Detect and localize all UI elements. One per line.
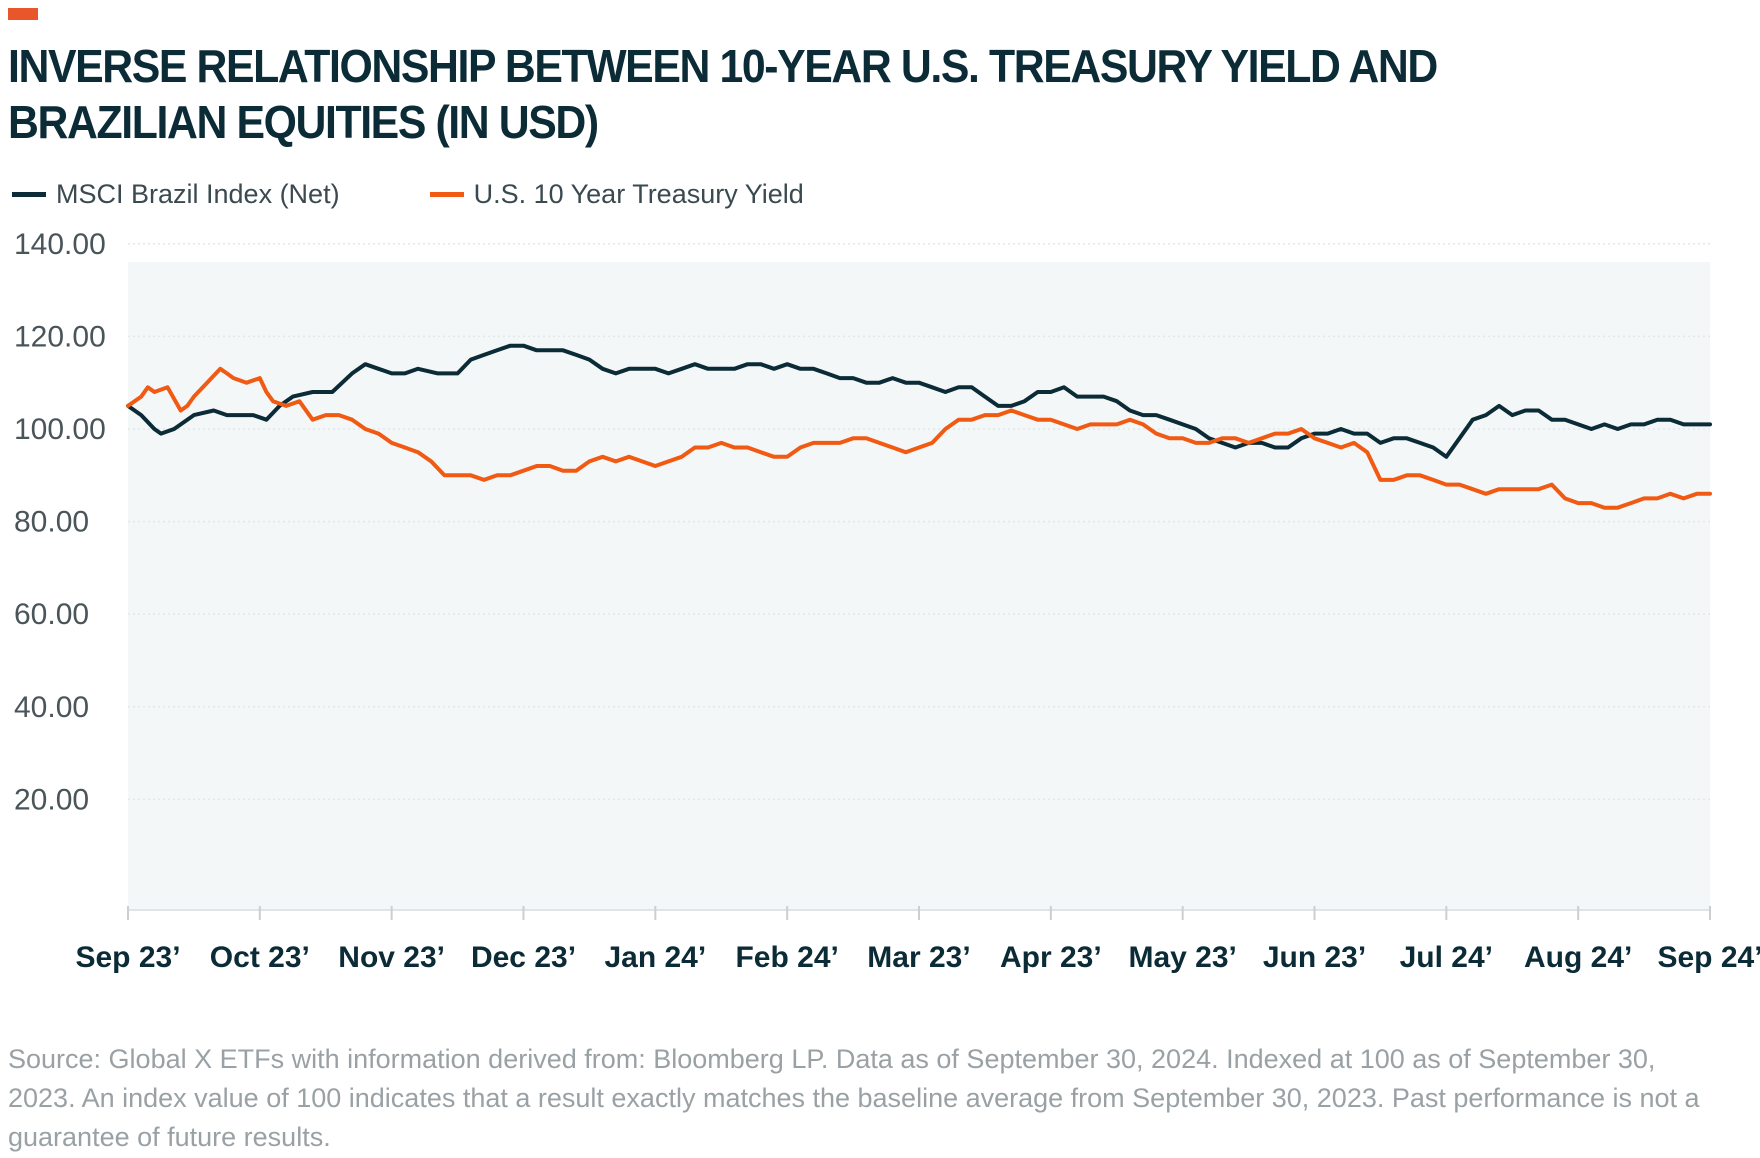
x-tick-label: Nov 23’	[338, 941, 445, 974]
y-tick-label: 140.00	[14, 228, 106, 261]
x-tick-label: Feb 24’	[735, 941, 838, 974]
x-tick-label: Apr 23’	[1000, 941, 1102, 974]
x-tick-label: Sep 23’	[75, 941, 180, 974]
x-tick-label: Dec 23’	[471, 941, 576, 974]
line-chart: 20.00 40.00 60.00 80.00 100.00 120.00 140.00 Se…	[14, 228, 1760, 974]
y-tick-label: 20.00	[14, 783, 89, 816]
legend-item-brazil: MSCI Brazil Index (Net)	[12, 179, 340, 210]
y-tick-label: 100.00	[14, 413, 106, 446]
x-tick-label: Oct 23’	[210, 941, 310, 974]
x-tick-label: May 23’	[1128, 941, 1236, 974]
x-tick-label: Aug 24’	[1524, 941, 1632, 974]
legend-label-brazil: MSCI Brazil Index (Net)	[56, 178, 340, 209]
legend-swatch-treasury	[429, 191, 464, 197]
x-tick-label: Mar 23’	[867, 941, 970, 974]
chart-title: INVERSE RELATIONSHIP BETWEEN 10-YEAR U.S…	[8, 40, 1438, 148]
y-tick-label: 80.00	[14, 506, 89, 539]
y-tick-label: 60.00	[14, 598, 89, 631]
series-line-brazil	[126, 343, 1712, 459]
x-tick-label: Sep 24’	[1657, 941, 1760, 974]
x-tick-label: Jul 24’	[1400, 941, 1493, 974]
legend-swatch-brazil	[12, 191, 46, 197]
legend-label-treasury: U.S. 10 Year Treasury Yield	[473, 178, 804, 209]
legend: MSCI Brazil Index (Net) U.S. 10 Year Tre…	[12, 174, 894, 214]
x-tick-label: Jan 24’	[604, 941, 706, 974]
y-tick-label: 120.00	[14, 320, 106, 353]
source-note: Source: Global X ETFs with information d…	[8, 1044, 1700, 1152]
series-line-treasury	[126, 366, 1712, 510]
x-tick-label: Jun 23’	[1263, 941, 1366, 974]
legend-item-treasury: U.S. 10 Year Treasury Yield	[429, 178, 804, 210]
plot-area	[128, 262, 1710, 910]
title-accent-bar	[8, 8, 38, 20]
y-tick-label: 40.00	[14, 691, 89, 724]
